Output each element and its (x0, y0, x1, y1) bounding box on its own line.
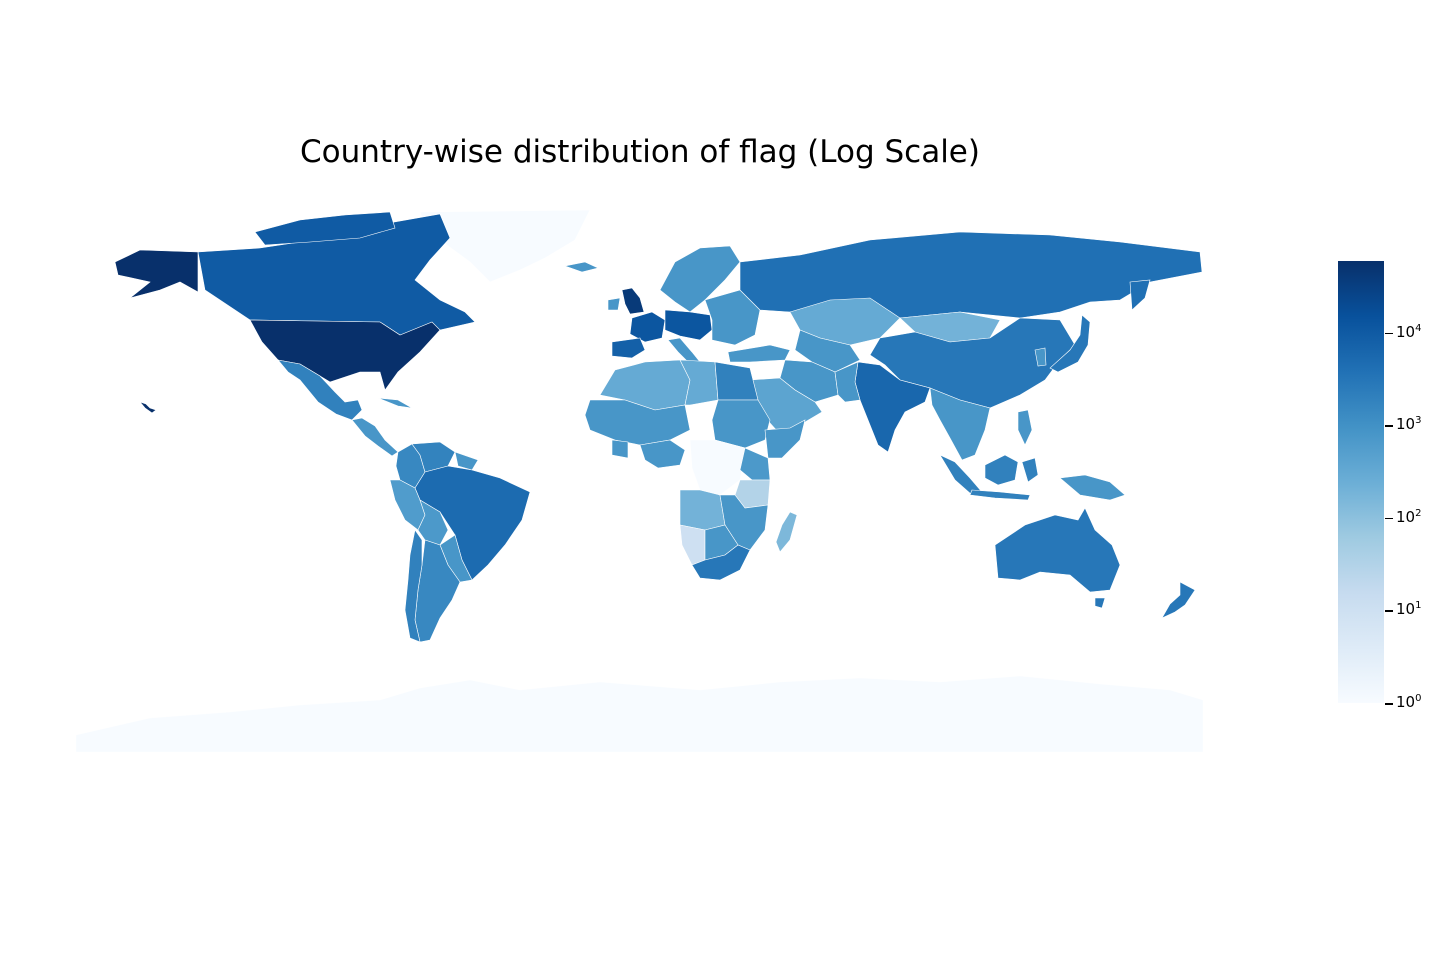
country-france (629, 311, 666, 343)
country-pakistan (834, 361, 861, 403)
colorbar-tick-exponent: 2 (1415, 507, 1422, 519)
colorbar-tick-mark (1385, 703, 1393, 705)
map-title: Country-wise distribution of flag (Log S… (300, 134, 980, 170)
country-cuba (377, 397, 413, 409)
colorbar-tick-base: 10 (1396, 322, 1416, 341)
country-central-asia (794, 329, 861, 373)
country-dr-congo (689, 439, 746, 496)
country-uk (621, 287, 645, 315)
colorbar-gradient (1338, 261, 1384, 703)
country-philippines (1017, 409, 1033, 446)
country-west-africa (584, 399, 691, 446)
country-guianas (454, 451, 479, 471)
country-central-america (351, 417, 399, 457)
country-spain (611, 337, 646, 359)
country-alaska (114, 249, 199, 299)
country-antarctica (75, 675, 1204, 753)
colorbar-tick-base: 10 (1396, 693, 1416, 711)
colorbar-tick-label: 101 (1396, 600, 1421, 618)
country-sumatra (939, 454, 983, 496)
country-borneo (984, 454, 1019, 486)
country-chile (404, 529, 423, 643)
colorbar-tick-label: 104 (1396, 323, 1421, 341)
colorbar-tick-mark (1385, 332, 1393, 335)
country-namibia (679, 524, 706, 566)
country-new-zealand (1161, 581, 1196, 619)
colorbar-tick-base: 10 (1396, 415, 1416, 434)
country-mexico (277, 359, 363, 421)
colorbar-tick-mark (1385, 517, 1393, 520)
country-sudan (711, 399, 771, 449)
colorbar-tick-exponent: 0 (1415, 693, 1422, 704)
country-japan (1049, 314, 1091, 373)
colorbar-tick-base: 10 (1396, 600, 1416, 619)
country-java (969, 489, 1031, 501)
country-south-africa (691, 544, 751, 581)
country-canada-islands (254, 211, 396, 246)
colorbar-tick-mark (1385, 425, 1393, 427)
country-kenya (739, 447, 771, 481)
country-turkey (727, 344, 791, 363)
country-hawaii (139, 401, 157, 414)
country-madagascar (775, 511, 798, 553)
country-germany (664, 309, 713, 341)
country-sulawesi (1021, 457, 1039, 483)
country-ireland (607, 297, 621, 311)
colorbar-tick-exponent: 3 (1415, 415, 1422, 427)
country-scandinavia (659, 245, 741, 313)
country-new-guinea (1059, 474, 1126, 501)
country-australia (994, 507, 1121, 593)
country-angola (679, 489, 726, 531)
country-egypt (714, 361, 759, 401)
land-layer (75, 209, 1204, 753)
colorbar-tick-exponent: 4 (1415, 322, 1422, 334)
colorbar-tick-exponent: 1 (1415, 600, 1422, 612)
country-usa (249, 319, 441, 391)
country-tasmania (1094, 597, 1106, 609)
country-southeast-asia (929, 387, 991, 461)
country-iceland (563, 261, 599, 273)
country-kamchatka (1129, 279, 1151, 311)
colorbar-tick-label: 102 (1396, 508, 1421, 526)
country-ghana (611, 439, 629, 459)
colorbar (1338, 261, 1384, 703)
colorbar-tick-label: 103 (1396, 415, 1421, 433)
country-nigeria (639, 439, 686, 469)
country-korea (1034, 347, 1047, 367)
colorbar-tick-mark (1385, 610, 1393, 612)
colorbar-tick-label: 100 (1396, 693, 1421, 711)
country-greenland (419, 209, 591, 283)
colorbar-tick-base: 10 (1396, 507, 1416, 526)
